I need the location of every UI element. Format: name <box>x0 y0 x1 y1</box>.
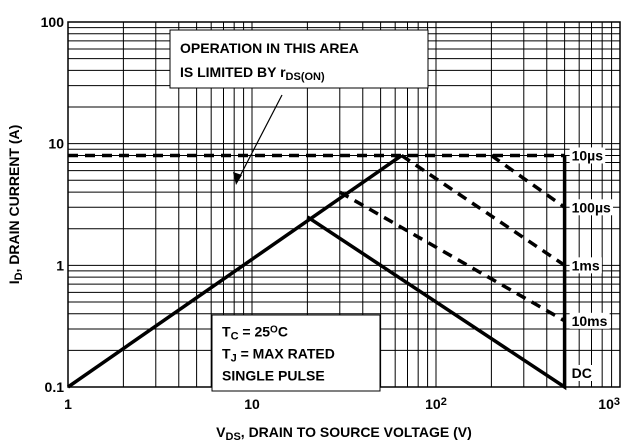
annotation-box <box>211 314 381 392</box>
curve-label-text: DC <box>572 365 592 381</box>
curve-label: 100µs <box>569 199 614 216</box>
x-tick-label: 102 <box>425 396 447 412</box>
label-background <box>569 257 602 274</box>
text-part: 10 <box>425 396 441 412</box>
x-tick-label: 103 <box>598 396 620 412</box>
arrow-head <box>233 172 242 185</box>
text-part: 3 <box>614 396 620 408</box>
text-part: 2 <box>441 396 447 408</box>
text-part: V <box>216 424 226 440</box>
label-background <box>569 365 594 381</box>
series-line <box>338 190 566 323</box>
curve-label: DC <box>569 365 594 381</box>
text-part: 10 <box>598 396 614 412</box>
series-line <box>490 154 566 209</box>
text-part: , DRAIN TO SOURCE VOLTAGE (V) <box>241 424 472 440</box>
annotation-text: SINGLE PULSE <box>222 368 325 384</box>
annotation-text: IS LIMITED BY rDS(ON) <box>180 64 325 83</box>
curve-label-text: 10µs <box>572 147 604 163</box>
annotation-text: TJ = MAX RATED <box>222 346 335 365</box>
series-line <box>306 155 567 391</box>
text-part: = 25 <box>239 324 271 340</box>
label-background <box>569 199 614 216</box>
text-part: , DRAIN CURRENT (A) <box>6 125 22 273</box>
y-tick-label: 1 <box>56 257 64 273</box>
text-part: I <box>6 280 22 284</box>
text-part: O <box>270 325 278 336</box>
curve-label-text: 100µs <box>572 199 611 215</box>
text-part: C <box>231 331 239 343</box>
text-part: DS(ON) <box>286 71 325 83</box>
label-background <box>569 147 606 164</box>
annotation-arrow <box>237 94 283 181</box>
annotation-text: TC = 25OC <box>222 324 288 343</box>
curve-label: 10µs <box>569 147 606 164</box>
curve-label: 10ms <box>569 312 610 329</box>
text-part: T <box>222 346 231 362</box>
text-part: D <box>13 272 25 280</box>
y-axis-label: ID, DRAIN CURRENT (A) <box>6 125 25 285</box>
x-tick-label: 10 <box>244 396 260 412</box>
label-background <box>569 312 610 329</box>
annotation-box <box>169 29 429 89</box>
text-part: IS LIMITED BY r <box>180 64 286 80</box>
curve-label: 1ms <box>569 257 602 274</box>
text-part: DS <box>226 431 241 442</box>
y-tick-label: 10 <box>48 136 64 152</box>
text-part: SINGLE PULSE <box>222 368 325 384</box>
text-part: T <box>222 324 231 340</box>
text-part: OPERATION IN THIS AREA <box>180 40 359 56</box>
x-axis-label: VDS, DRAIN TO SOURCE VOLTAGE (V) <box>216 424 472 442</box>
y-tick-label: 0.1 <box>45 379 65 395</box>
text-part: J <box>231 353 237 365</box>
y-tick-label: 100 <box>41 14 65 30</box>
text-part: C <box>278 324 288 340</box>
text-part: = MAX RATED <box>237 346 335 362</box>
curve-label-text: 1ms <box>572 257 600 273</box>
annotation-text: OPERATION IN THIS AREA <box>180 40 359 56</box>
x-tick-label: 1 <box>64 396 72 412</box>
curve-label-text: 10ms <box>572 313 608 329</box>
